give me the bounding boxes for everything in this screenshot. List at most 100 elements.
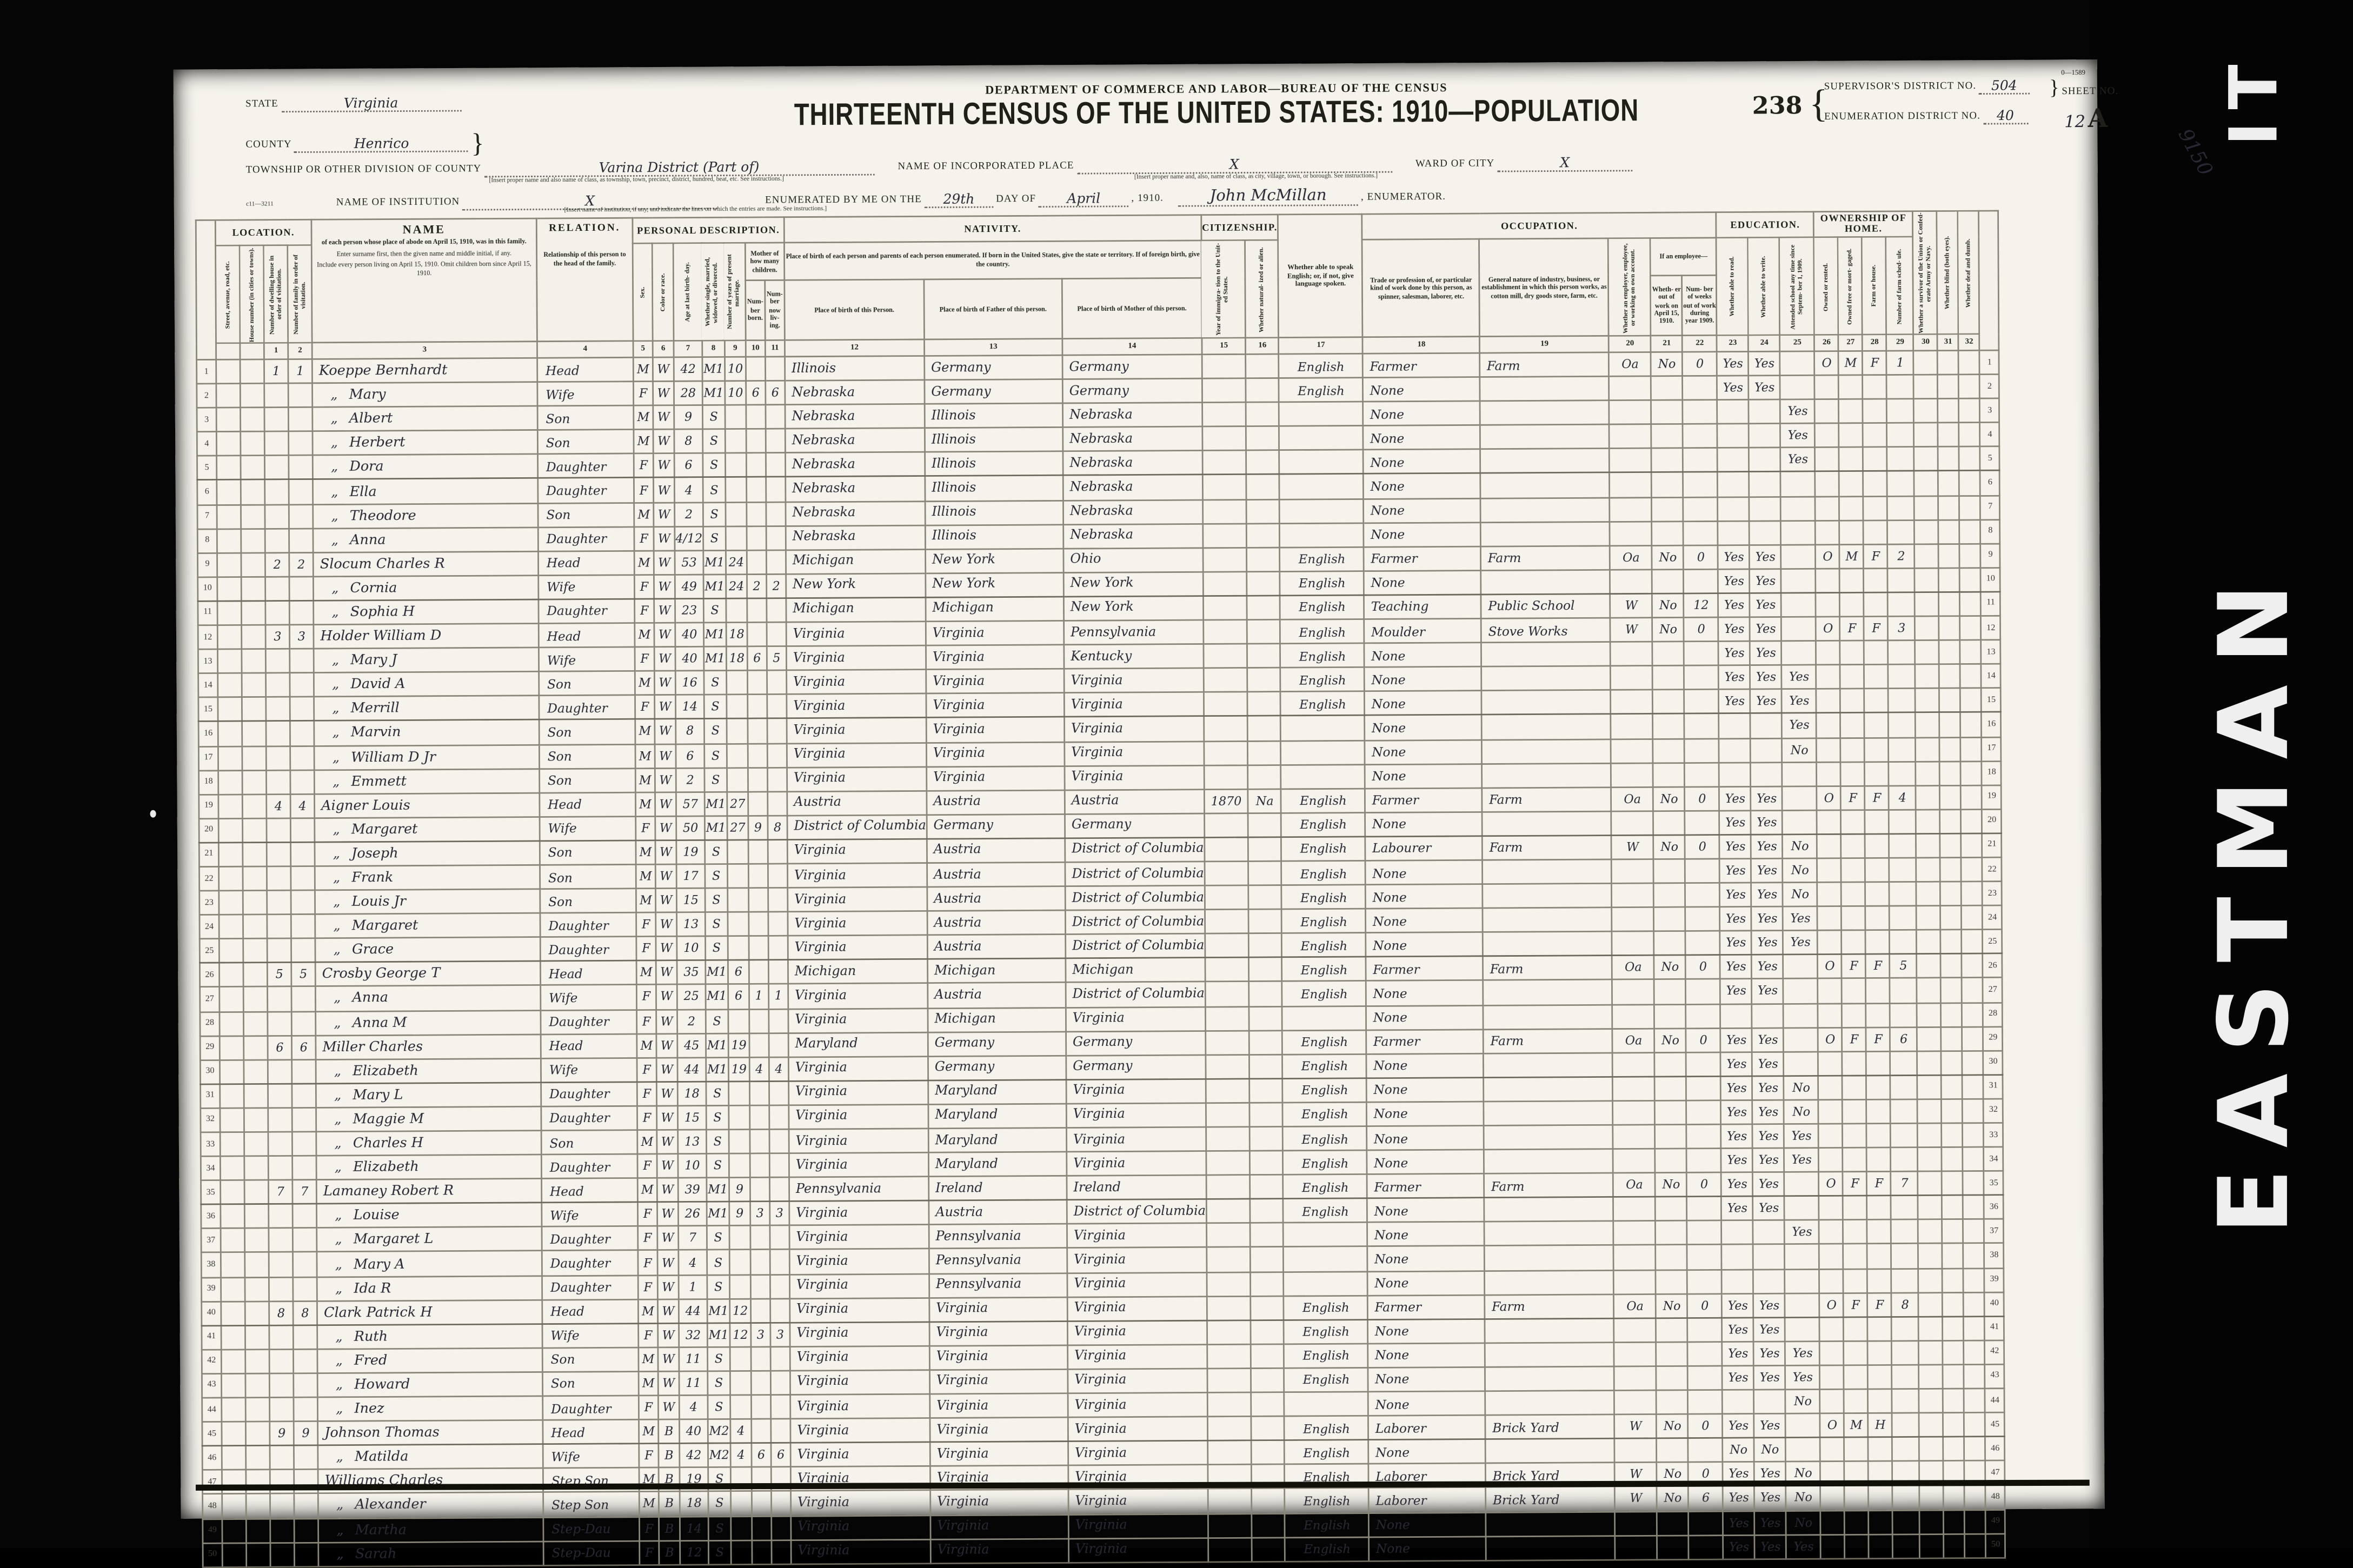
cell: No bbox=[1657, 1486, 1689, 1511]
line-number-column-right bbox=[1979, 210, 1999, 351]
cell bbox=[1281, 764, 1366, 789]
cell: Yes bbox=[1719, 689, 1751, 714]
cell: Nebraska bbox=[1063, 475, 1203, 501]
column-school: Attended school any time since Septem- b… bbox=[1779, 237, 1815, 335]
cell bbox=[750, 1226, 770, 1250]
cell bbox=[1919, 1509, 1944, 1534]
cell: 5 bbox=[267, 963, 291, 987]
cell bbox=[1717, 399, 1749, 424]
cell bbox=[1938, 471, 1960, 496]
cell: English bbox=[1283, 1150, 1367, 1175]
cell: 1870 bbox=[1204, 789, 1248, 813]
cell: Yes bbox=[1721, 1172, 1753, 1197]
cell: F bbox=[1840, 785, 1865, 810]
line-number: 2 bbox=[1979, 374, 2000, 399]
cell: Wife bbox=[542, 1323, 639, 1348]
ditto-mark: „ bbox=[331, 531, 338, 549]
cell: None bbox=[1365, 860, 1483, 885]
cell bbox=[1940, 809, 1962, 834]
cell bbox=[1892, 1413, 1919, 1438]
cell: Holder William D bbox=[313, 623, 539, 649]
cell bbox=[1962, 930, 1983, 955]
cell bbox=[1656, 1317, 1688, 1342]
cell: None bbox=[1363, 377, 1480, 402]
cell bbox=[1863, 447, 1887, 472]
cell: 15 bbox=[677, 1105, 707, 1130]
cell bbox=[267, 986, 292, 1011]
cell: English bbox=[1280, 691, 1365, 717]
cell bbox=[1865, 930, 1890, 955]
cell bbox=[264, 407, 289, 432]
cell bbox=[244, 1083, 268, 1108]
cell bbox=[1685, 858, 1720, 883]
cell bbox=[291, 1059, 316, 1084]
cell: Virginia bbox=[926, 693, 1065, 718]
column-if-employee: If an employee— bbox=[1650, 237, 1717, 276]
cell: 42 bbox=[674, 357, 703, 382]
column-free-mortgaged: Owned free or mort- gaged. bbox=[1838, 237, 1863, 335]
cell bbox=[1939, 760, 1961, 785]
line-number: 27 bbox=[200, 987, 220, 1012]
cell: M bbox=[636, 888, 656, 913]
film-edge-text-eastman: EASTMAN bbox=[2199, 562, 2311, 1235]
cell bbox=[1686, 1124, 1721, 1149]
cell bbox=[216, 359, 241, 384]
cell: Illinois bbox=[925, 500, 1063, 525]
cell bbox=[766, 429, 786, 453]
cell bbox=[1206, 1126, 1251, 1151]
group-personal: PERSONAL DESCRIPTION. bbox=[632, 217, 785, 244]
line-number: 40 bbox=[201, 1301, 222, 1326]
cell: English bbox=[1282, 1126, 1367, 1151]
cell bbox=[1651, 400, 1683, 425]
cell: W bbox=[653, 381, 674, 406]
cell bbox=[1887, 568, 1915, 592]
cell bbox=[245, 1373, 270, 1398]
cell bbox=[1892, 1533, 1920, 1558]
cell: Virginia bbox=[1064, 740, 1205, 766]
cell: 6 bbox=[770, 1443, 791, 1467]
cell bbox=[294, 1493, 318, 1518]
cell bbox=[246, 1518, 270, 1543]
cell bbox=[1205, 1030, 1250, 1055]
cell: None bbox=[1365, 691, 1482, 716]
line-number: 3 bbox=[197, 408, 217, 432]
cell: Yes bbox=[1750, 544, 1782, 569]
cell bbox=[1960, 760, 1982, 785]
ditto-mark: „ bbox=[331, 580, 339, 597]
cell bbox=[1841, 810, 1865, 834]
cell: English bbox=[1284, 1416, 1369, 1441]
column-english: Whether able to speak English; or, if no… bbox=[1278, 214, 1363, 338]
cell: Yes bbox=[1752, 979, 1784, 1004]
cell bbox=[218, 866, 243, 891]
cell bbox=[748, 888, 768, 912]
cell: F bbox=[636, 937, 656, 961]
cell bbox=[1689, 1510, 1724, 1535]
cell: M1 bbox=[704, 791, 727, 816]
cell: W bbox=[653, 429, 675, 454]
cell bbox=[728, 1009, 749, 1033]
cell bbox=[727, 912, 749, 937]
cell: Virginia bbox=[789, 1322, 930, 1347]
cell bbox=[1867, 1268, 1892, 1293]
column-trade: Trade or profession of, or particular ki… bbox=[1362, 239, 1480, 337]
cell bbox=[1248, 837, 1282, 862]
cell: 0 bbox=[1683, 545, 1718, 570]
cell: Germany bbox=[1066, 1030, 1206, 1056]
cell: Daughter bbox=[541, 1154, 638, 1179]
cell: Virginia bbox=[929, 1345, 1068, 1370]
cell bbox=[766, 598, 787, 623]
cell: M bbox=[635, 840, 656, 865]
cell: W bbox=[658, 1395, 680, 1420]
cell: „ Mary L bbox=[316, 1082, 541, 1108]
cell bbox=[769, 1225, 790, 1250]
cell bbox=[1207, 1320, 1251, 1345]
cell: No bbox=[1653, 786, 1685, 811]
cell bbox=[1279, 402, 1364, 427]
cell: Virginia bbox=[929, 1417, 1068, 1443]
cell bbox=[1960, 616, 1982, 640]
cell: Slocum Charles R bbox=[313, 551, 539, 577]
cell bbox=[1718, 472, 1750, 497]
cell bbox=[264, 479, 289, 504]
cell: Daughter bbox=[540, 1009, 637, 1034]
cell bbox=[747, 598, 767, 623]
